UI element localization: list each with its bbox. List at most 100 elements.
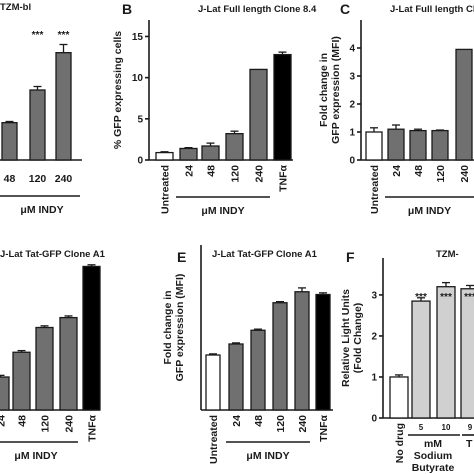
bar: [1, 122, 18, 161]
bar: [205, 354, 221, 411]
category-label: Untreated: [369, 165, 381, 214]
bar: [225, 132, 244, 161]
category-label: 24: [184, 165, 196, 177]
significance-marker: ***: [440, 292, 452, 303]
y-tick-label: 10: [132, 73, 144, 84]
group-label: μM INDY: [14, 450, 57, 462]
bar: [294, 291, 310, 411]
category-label: 120: [275, 415, 287, 433]
category-label: Untreated: [160, 165, 172, 214]
category-label: 48: [4, 173, 16, 185]
category-label: 24: [391, 165, 403, 177]
bar: [29, 89, 46, 161]
category-label: 24: [0, 415, 8, 427]
category-label: TNFα: [318, 414, 330, 441]
group-label: Sodium: [414, 450, 453, 462]
significance-marker: ***: [415, 292, 427, 303]
group-label: μM INDY: [246, 450, 289, 462]
bar: [250, 329, 266, 411]
y-axis-label: Fold change in: [318, 53, 330, 127]
bar: [82, 265, 101, 411]
y-tick-label: 5: [137, 114, 143, 125]
y-axis-label: % GFP expressing cells: [112, 31, 124, 149]
y-tick-label: 2: [349, 100, 355, 111]
significance-marker: ***: [32, 30, 44, 41]
y-axis-label: GFP expression (MFI): [330, 36, 342, 144]
category-label: 48: [253, 415, 265, 427]
category-label: 48: [17, 415, 29, 427]
bar: [272, 302, 288, 411]
category-label: 240: [55, 173, 73, 185]
panel-E: J-Lat Tat-GFP Clone A1 Fold change in GFP …: [162, 245, 333, 464]
category-label: 120: [29, 173, 47, 185]
y-axis-label: GFP expression (MFI): [174, 274, 186, 382]
bar: [365, 131, 383, 161]
y-tick-label: 0: [137, 156, 143, 167]
category-label: 240: [459, 165, 471, 183]
category-label: 48: [206, 165, 218, 177]
y-axis-label: Fold change in: [162, 290, 174, 364]
panel-F: TZM- 0 1 2 3 Relative Light Units (Fold Change…: [340, 249, 474, 474]
bar: [431, 129, 449, 161]
bar: [273, 53, 292, 161]
category-label: Untreated: [208, 415, 220, 464]
significance-marker: ***: [464, 292, 474, 303]
panel-title: J-Lat Full length Clone 8.4: [198, 4, 317, 15]
category-label: 240: [254, 165, 266, 183]
y-axis-label: Relative Light Units: [340, 289, 352, 387]
category-label: 120: [435, 165, 447, 183]
y-tick-label: 3: [349, 72, 355, 83]
bar: [179, 147, 198, 161]
y-tick-label: 2: [371, 331, 377, 342]
bar: [59, 316, 78, 411]
category-label: 9: [468, 423, 473, 432]
y-axis-label: (Fold Change): [352, 303, 364, 374]
y-tick-label: 3: [371, 290, 377, 301]
bar: [436, 286, 456, 419]
category-label: 240: [297, 415, 309, 433]
bar: [228, 343, 244, 411]
category-label: 120: [40, 415, 52, 433]
significance-marker: ***: [58, 30, 70, 41]
bar: [455, 48, 473, 161]
category-label: 10: [442, 423, 451, 432]
bar: [387, 128, 405, 161]
bar: [409, 129, 427, 161]
bar: [155, 151, 174, 161]
category-label: 24: [231, 415, 243, 427]
group-label: μM INDY: [408, 205, 451, 217]
bar: [12, 351, 31, 411]
group-label: μM INDY: [201, 205, 244, 217]
group-label: Butyrate: [412, 462, 455, 474]
bar: [201, 145, 220, 161]
panel-C: J-Lat Full length Clone 0 1 2 3 4 Fold change …: [318, 1, 474, 217]
category-label: TNFα: [87, 414, 99, 441]
panel-letter: F: [346, 249, 355, 265]
bar: [0, 376, 10, 411]
panel-letter: B: [122, 1, 132, 17]
y-tick-label: 15: [132, 32, 144, 43]
category-label: 240: [64, 415, 76, 433]
category-label: 48: [413, 165, 425, 177]
panel-title: J-Lat Full length Clone: [390, 4, 474, 15]
group-label: μM INDY: [20, 204, 63, 216]
bar: [389, 376, 409, 419]
panel-A: TZM-bl *** *** 48 120 240 μM INDY: [0, 2, 82, 216]
category-label: 5: [419, 423, 424, 432]
bar: [55, 52, 72, 161]
panel-title: J-Lat Tat-GFP Clone A1: [0, 249, 106, 260]
panel-letter: C: [340, 1, 350, 17]
category-label: TNFα: [278, 164, 290, 191]
panel-B: J-Lat Full length Clone 8.4 0 5 10 15 % GFP e…: [112, 1, 317, 217]
y-tick-label: 0: [349, 156, 355, 167]
y-tick-label: 0: [371, 414, 377, 425]
bar: [315, 293, 331, 411]
bar: [249, 68, 268, 161]
group-label: mM: [424, 438, 442, 450]
panel-title: TZM-: [436, 249, 459, 260]
y-tick-label: 1: [349, 128, 355, 139]
panel-title: J-Lat Tat-GFP Clone A1: [212, 249, 318, 260]
y-tick-label: 4: [349, 44, 355, 55]
bar: [35, 326, 54, 411]
